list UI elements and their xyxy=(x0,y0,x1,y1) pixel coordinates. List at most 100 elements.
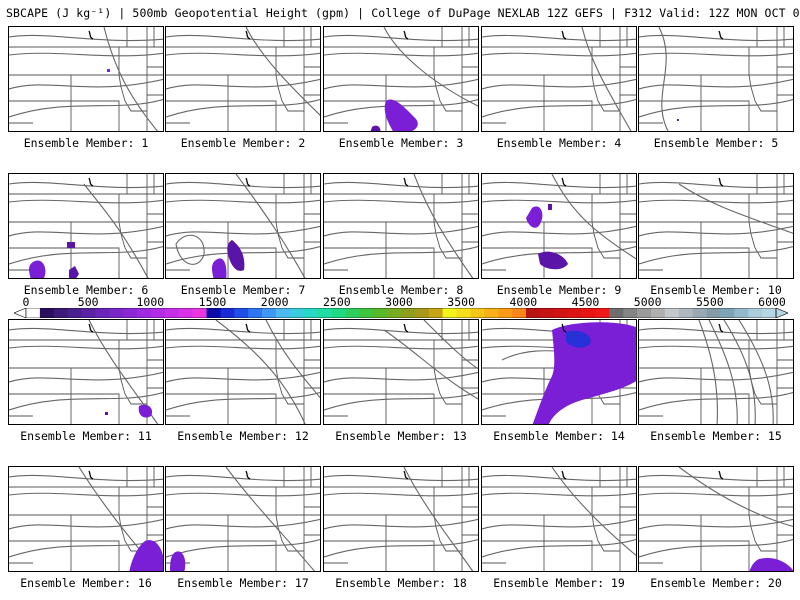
state-border xyxy=(482,247,545,278)
colorbar-cell xyxy=(123,308,138,318)
state-border xyxy=(433,74,462,112)
ensemble-map-panel xyxy=(8,319,164,425)
colorbar-cell xyxy=(692,308,707,318)
height-contour xyxy=(639,199,793,204)
height-contours xyxy=(166,174,320,278)
state-border xyxy=(433,367,462,405)
colorbar-cell xyxy=(220,308,235,318)
state-borders xyxy=(639,27,793,131)
height-contour xyxy=(324,199,478,204)
ensemble-map xyxy=(166,320,320,424)
height-contours xyxy=(482,27,636,131)
height-contour xyxy=(383,27,478,107)
height-contour xyxy=(658,27,669,131)
state-borders xyxy=(482,174,636,278)
colorbar-cell xyxy=(151,308,166,318)
height-contour xyxy=(324,98,478,118)
cape-area xyxy=(384,99,418,131)
state-border xyxy=(433,221,462,259)
height-contour xyxy=(324,345,478,350)
ensemble-member-label: Ensemble Member: 7 xyxy=(180,283,306,297)
lake-outline xyxy=(561,470,567,480)
ensemble-member-label: Ensemble Member: 9 xyxy=(496,283,622,297)
colorbar-cell xyxy=(276,308,291,318)
colorbar-cell xyxy=(678,308,693,318)
height-contour xyxy=(9,474,163,482)
height-contour xyxy=(482,225,636,237)
colorbar-cell xyxy=(206,308,221,318)
colorbar-cell xyxy=(512,308,527,318)
state-border xyxy=(639,393,702,424)
colorbar-cell xyxy=(289,308,305,318)
state-border xyxy=(482,540,545,571)
lake-outline xyxy=(245,323,251,333)
cape-area xyxy=(370,125,381,131)
height-contours xyxy=(324,174,478,278)
height-contour xyxy=(708,320,738,424)
state-border xyxy=(71,247,120,278)
lake-outline xyxy=(245,470,251,480)
state-border xyxy=(324,393,387,424)
height-contour xyxy=(639,225,793,237)
height-contour xyxy=(324,391,478,411)
colorbar-cell xyxy=(651,308,666,318)
height-contour xyxy=(423,320,478,370)
height-contours xyxy=(324,467,478,571)
lake-outline xyxy=(403,470,409,480)
height-contour xyxy=(265,320,320,399)
cape-area xyxy=(227,240,245,271)
height-contour xyxy=(482,98,636,118)
state-border xyxy=(324,247,387,278)
height-contour xyxy=(403,467,474,571)
colorbar-tick-label: 0 xyxy=(22,295,30,309)
cape-shading xyxy=(105,404,153,418)
cape-area xyxy=(107,69,110,72)
colorbar-cell xyxy=(178,308,193,318)
ensemble-map xyxy=(482,467,636,571)
lake-outline xyxy=(718,470,724,480)
cape-area xyxy=(526,206,543,228)
ensemble-map xyxy=(639,467,793,571)
ensemble-member-label: Ensemble Member: 2 xyxy=(180,136,306,150)
height-contour xyxy=(678,183,793,234)
colorbar-cell xyxy=(470,308,485,318)
ensemble-map xyxy=(639,174,793,278)
height-contour xyxy=(9,199,163,204)
ensemble-map xyxy=(324,467,478,571)
height-contour xyxy=(225,467,316,571)
ensemble-map xyxy=(482,27,636,131)
colorbar-cell xyxy=(53,308,68,318)
height-contour xyxy=(482,52,636,57)
ensemble-map-panel xyxy=(481,173,637,279)
height-contour xyxy=(324,78,478,90)
colorbar-cell xyxy=(109,308,124,318)
colorbar-tick-label: 500 xyxy=(77,295,99,309)
height-contour xyxy=(639,78,793,90)
colorbar-tick-label: 1000 xyxy=(136,295,165,309)
height-contour xyxy=(551,174,636,260)
height-contour xyxy=(639,181,793,189)
cape-shading xyxy=(749,558,793,571)
height-contours xyxy=(639,320,793,424)
height-contour xyxy=(639,345,793,350)
state-borders xyxy=(482,467,636,571)
ensemble-map-panel xyxy=(638,319,794,425)
ensemble-member-label: Ensemble Member: 14 xyxy=(493,429,625,443)
cape-shading xyxy=(526,204,568,270)
height-contour xyxy=(324,245,478,265)
colorbar-tick-label: 3500 xyxy=(447,295,476,309)
colorbar-cell xyxy=(734,308,749,318)
cape-area xyxy=(532,322,636,424)
ensemble-member-label: Ensemble Member: 5 xyxy=(653,136,779,150)
colorbar-cell xyxy=(414,308,430,318)
colorbar-cell xyxy=(26,308,41,318)
colorbar-arrow-right xyxy=(775,308,788,318)
state-borders xyxy=(9,467,163,571)
height-contour xyxy=(324,371,478,383)
height-contour xyxy=(324,492,478,497)
lake-outline xyxy=(403,323,409,333)
height-contour xyxy=(482,492,636,497)
height-contour xyxy=(166,199,320,204)
ensemble-map xyxy=(324,174,478,278)
colorbar-cell xyxy=(373,308,388,318)
